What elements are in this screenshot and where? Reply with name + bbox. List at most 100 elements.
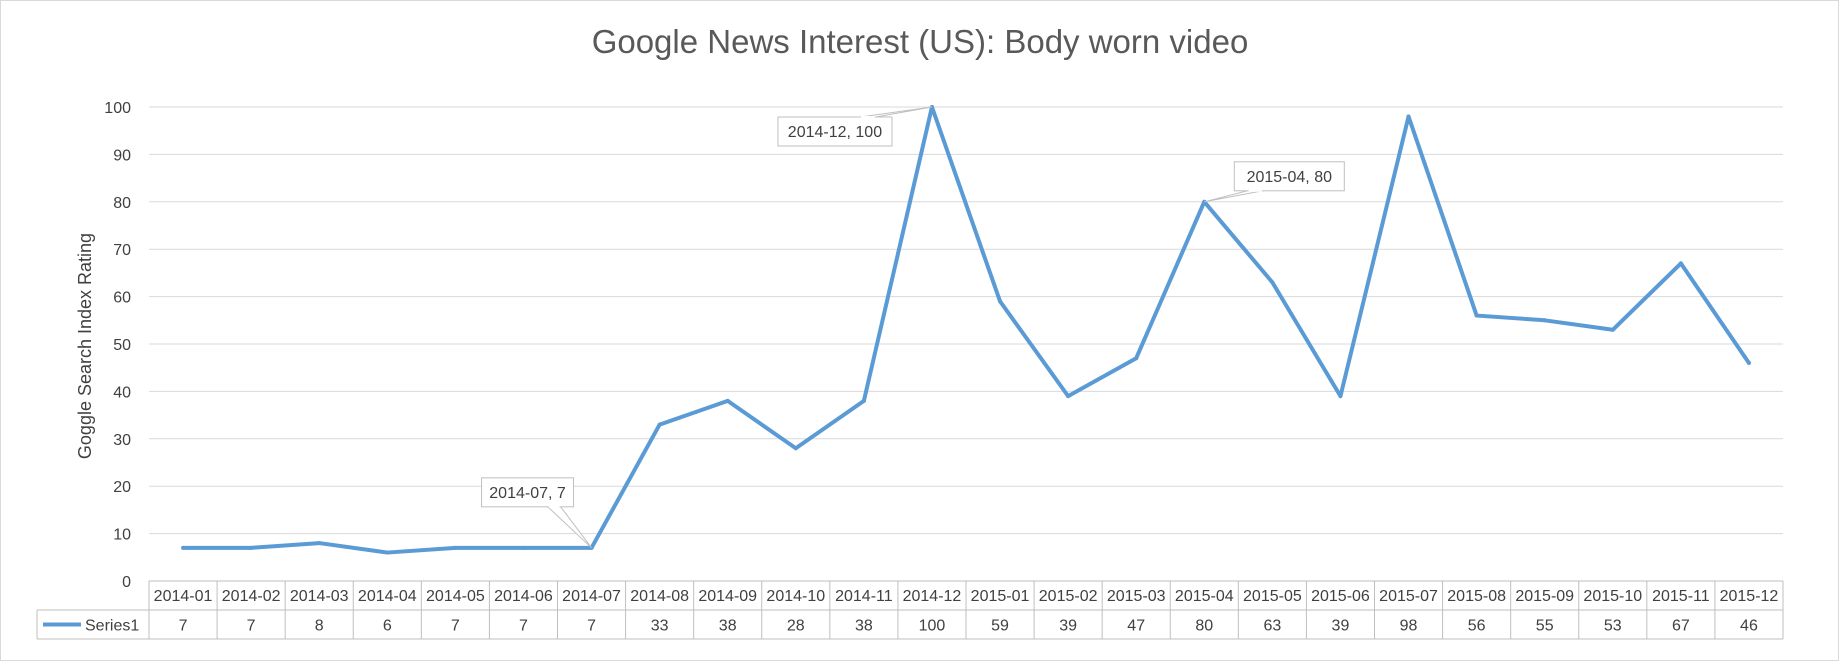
table-value-cell: 7 bbox=[451, 618, 460, 635]
data-table: 2014-01 2014-02 2014-03 2014-04 2014-05 2014-… bbox=[36, 580, 1784, 640]
table-value-cell: 28 bbox=[787, 618, 805, 635]
data-point bbox=[725, 398, 730, 403]
table-value-cell: 7 bbox=[587, 618, 596, 635]
table-value-cell: 39 bbox=[1059, 618, 1077, 635]
table-value-cell: 38 bbox=[719, 618, 737, 635]
y-tick-label: 10 bbox=[113, 527, 131, 544]
x-category-label: 2015-05 bbox=[1243, 588, 1302, 605]
data-point bbox=[385, 550, 390, 555]
data-point bbox=[1338, 394, 1343, 399]
y-tick-label: 30 bbox=[113, 432, 131, 449]
table-value-cell: 7 bbox=[519, 618, 528, 635]
data-point bbox=[1406, 114, 1411, 119]
x-category-label: 2014-07 bbox=[562, 588, 621, 605]
table-value-cell: 46 bbox=[1740, 618, 1758, 635]
data-point bbox=[793, 446, 798, 451]
table-value-cell: 100 bbox=[919, 618, 946, 635]
y-axis-title: Goggle Search Index Rating bbox=[75, 233, 95, 459]
callout-label: 2015-04, 80 bbox=[1247, 169, 1333, 186]
x-category-label: 2015-09 bbox=[1515, 588, 1574, 605]
x-category-label: 2014-11 bbox=[835, 588, 893, 605]
x-category-label: 2015-10 bbox=[1583, 588, 1642, 605]
table-value-cell: 63 bbox=[1263, 618, 1281, 635]
data-callouts: 2014-07, 7 2014-12, 100 2015-04, 80 bbox=[481, 106, 1345, 549]
x-category-label: 2014-12 bbox=[903, 588, 962, 605]
data-point bbox=[1610, 327, 1615, 332]
data-callout: 2014-07, 7 bbox=[481, 477, 592, 549]
y-tick-label: 60 bbox=[113, 290, 131, 307]
table-value-cell: 59 bbox=[991, 618, 1009, 635]
table-value-cell: 98 bbox=[1400, 618, 1418, 635]
data-point bbox=[1746, 360, 1751, 365]
callout-leader bbox=[1204, 190, 1263, 203]
x-category-label: 2014-05 bbox=[426, 588, 485, 605]
callout-leader bbox=[859, 106, 933, 118]
table-value-cell: 80 bbox=[1195, 618, 1213, 635]
table-value-cell: 38 bbox=[855, 618, 873, 635]
data-point bbox=[1270, 280, 1275, 285]
x-category-label: 2014-03 bbox=[290, 588, 349, 605]
data-point bbox=[1474, 313, 1479, 318]
data-point bbox=[249, 545, 254, 550]
x-category-label: 2015-02 bbox=[1039, 588, 1098, 605]
y-tick-label: 50 bbox=[113, 337, 131, 354]
x-category-label: 2015-04 bbox=[1175, 588, 1234, 605]
x-category-label: 2015-12 bbox=[1720, 588, 1779, 605]
x-category-label: 2014-10 bbox=[766, 588, 825, 605]
data-point bbox=[998, 299, 1003, 304]
data-point bbox=[1678, 261, 1683, 266]
data-point bbox=[1066, 394, 1071, 399]
y-axis-ticks: 0 10 20 30 40 50 60 70 80 90 100 bbox=[104, 100, 131, 591]
table-value-cell: 53 bbox=[1604, 618, 1622, 635]
x-category-label: 2015-03 bbox=[1107, 588, 1166, 605]
y-tick-label: 70 bbox=[113, 242, 131, 259]
y-tick-label: 90 bbox=[113, 147, 131, 164]
x-category-label: 2015-01 bbox=[971, 588, 1030, 605]
table-value-cell: 55 bbox=[1536, 618, 1554, 635]
table-value-cell: 6 bbox=[383, 618, 392, 635]
data-point bbox=[181, 545, 186, 550]
x-category-label: 2015-11 bbox=[1652, 588, 1710, 605]
callout-box bbox=[1233, 161, 1345, 192]
data-point bbox=[317, 541, 322, 546]
x-category-label: 2014-06 bbox=[494, 588, 553, 605]
data-callout: 2015-04, 80 bbox=[1204, 161, 1345, 203]
x-category-label: 2015-06 bbox=[1311, 588, 1370, 605]
table-value-cell: 33 bbox=[651, 618, 669, 635]
series-line bbox=[183, 105, 1751, 555]
table-value-cell: 8 bbox=[315, 618, 324, 635]
y-tick-label: 100 bbox=[104, 100, 131, 117]
callout-box bbox=[777, 116, 893, 147]
data-point bbox=[1134, 356, 1139, 361]
y-tick-label: 80 bbox=[113, 195, 131, 212]
x-category-label: 2014-04 bbox=[358, 588, 417, 605]
series-layer bbox=[181, 105, 1751, 555]
table-value-cell: 67 bbox=[1672, 618, 1690, 635]
x-category-label: 2015-08 bbox=[1447, 588, 1506, 605]
callout-box bbox=[481, 477, 575, 508]
x-category-label: 2014-09 bbox=[698, 588, 757, 605]
callout-leader bbox=[546, 506, 592, 549]
table-value-cell: 7 bbox=[247, 618, 256, 635]
callout-label: 2014-12, 100 bbox=[788, 124, 882, 141]
data-point bbox=[1542, 318, 1547, 323]
x-category-label: 2014-08 bbox=[630, 588, 689, 605]
callout-label: 2014-07, 7 bbox=[489, 485, 566, 502]
legend-series-name: Series1 bbox=[85, 618, 139, 635]
x-category-label: 2014-01 bbox=[154, 588, 213, 605]
data-point bbox=[453, 545, 458, 550]
y-tick-label: 40 bbox=[113, 384, 131, 401]
table-value-cell: 39 bbox=[1332, 618, 1350, 635]
chart-title: Google News Interest (US): Body worn vid… bbox=[592, 23, 1249, 60]
y-tick-label: 0 bbox=[122, 574, 131, 591]
table-value-cell: 7 bbox=[179, 618, 188, 635]
table-value-cell: 56 bbox=[1468, 618, 1486, 635]
y-tick-label: 20 bbox=[113, 479, 131, 496]
table-value-cell: 47 bbox=[1127, 618, 1145, 635]
gridlines bbox=[149, 106, 1783, 535]
x-category-label: 2015-07 bbox=[1379, 588, 1438, 605]
x-category-label: 2014-02 bbox=[222, 588, 281, 605]
data-callout: 2014-12, 100 bbox=[777, 106, 933, 147]
